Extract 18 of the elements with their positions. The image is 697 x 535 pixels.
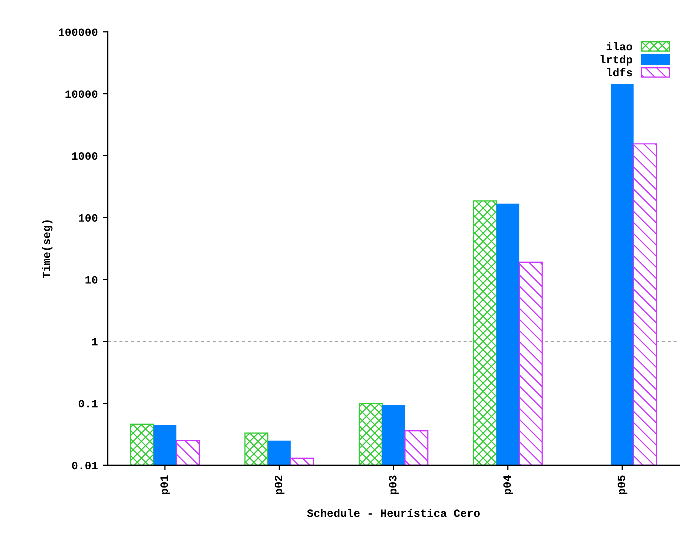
x-axis-title: Schedule - Heurística Cero — [307, 509, 480, 518]
x-tick-label: p05 — [618, 476, 628, 494]
y-tick-label: 100000 — [59, 28, 98, 36]
x-tick-label: p02 — [274, 476, 285, 494]
x-tick-label: p01 — [160, 476, 170, 494]
y-tick-label: 1000 — [72, 152, 98, 160]
y-tick-label: 0.1 — [78, 400, 98, 408]
x-tick-label: p04 — [504, 476, 514, 494]
y-tick-label: 1 — [92, 338, 98, 346]
y-axis-title: Time(seg) — [42, 220, 53, 278]
y-tick-label: 0.01 — [72, 462, 98, 470]
y-tick-label: 100 — [79, 214, 98, 222]
legend-label: lrtdp — [600, 55, 632, 66]
y-tick-label: 10000 — [66, 90, 98, 98]
x-tick-label: p03 — [389, 476, 399, 494]
legend-label: ldfs — [607, 68, 632, 77]
legend-label: ilao — [606, 42, 632, 51]
y-tick-label: 10 — [86, 276, 98, 284]
